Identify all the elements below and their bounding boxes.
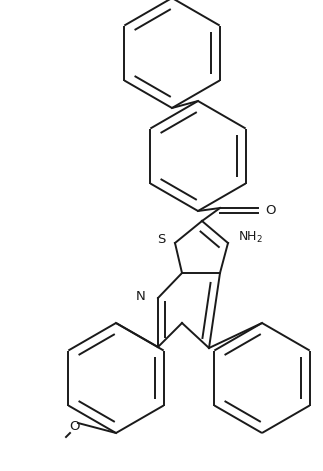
Text: N: N <box>135 291 145 303</box>
Text: O: O <box>265 204 276 217</box>
Text: S: S <box>157 233 165 245</box>
Text: NH$_2$: NH$_2$ <box>238 229 263 244</box>
Text: O: O <box>69 421 79 433</box>
